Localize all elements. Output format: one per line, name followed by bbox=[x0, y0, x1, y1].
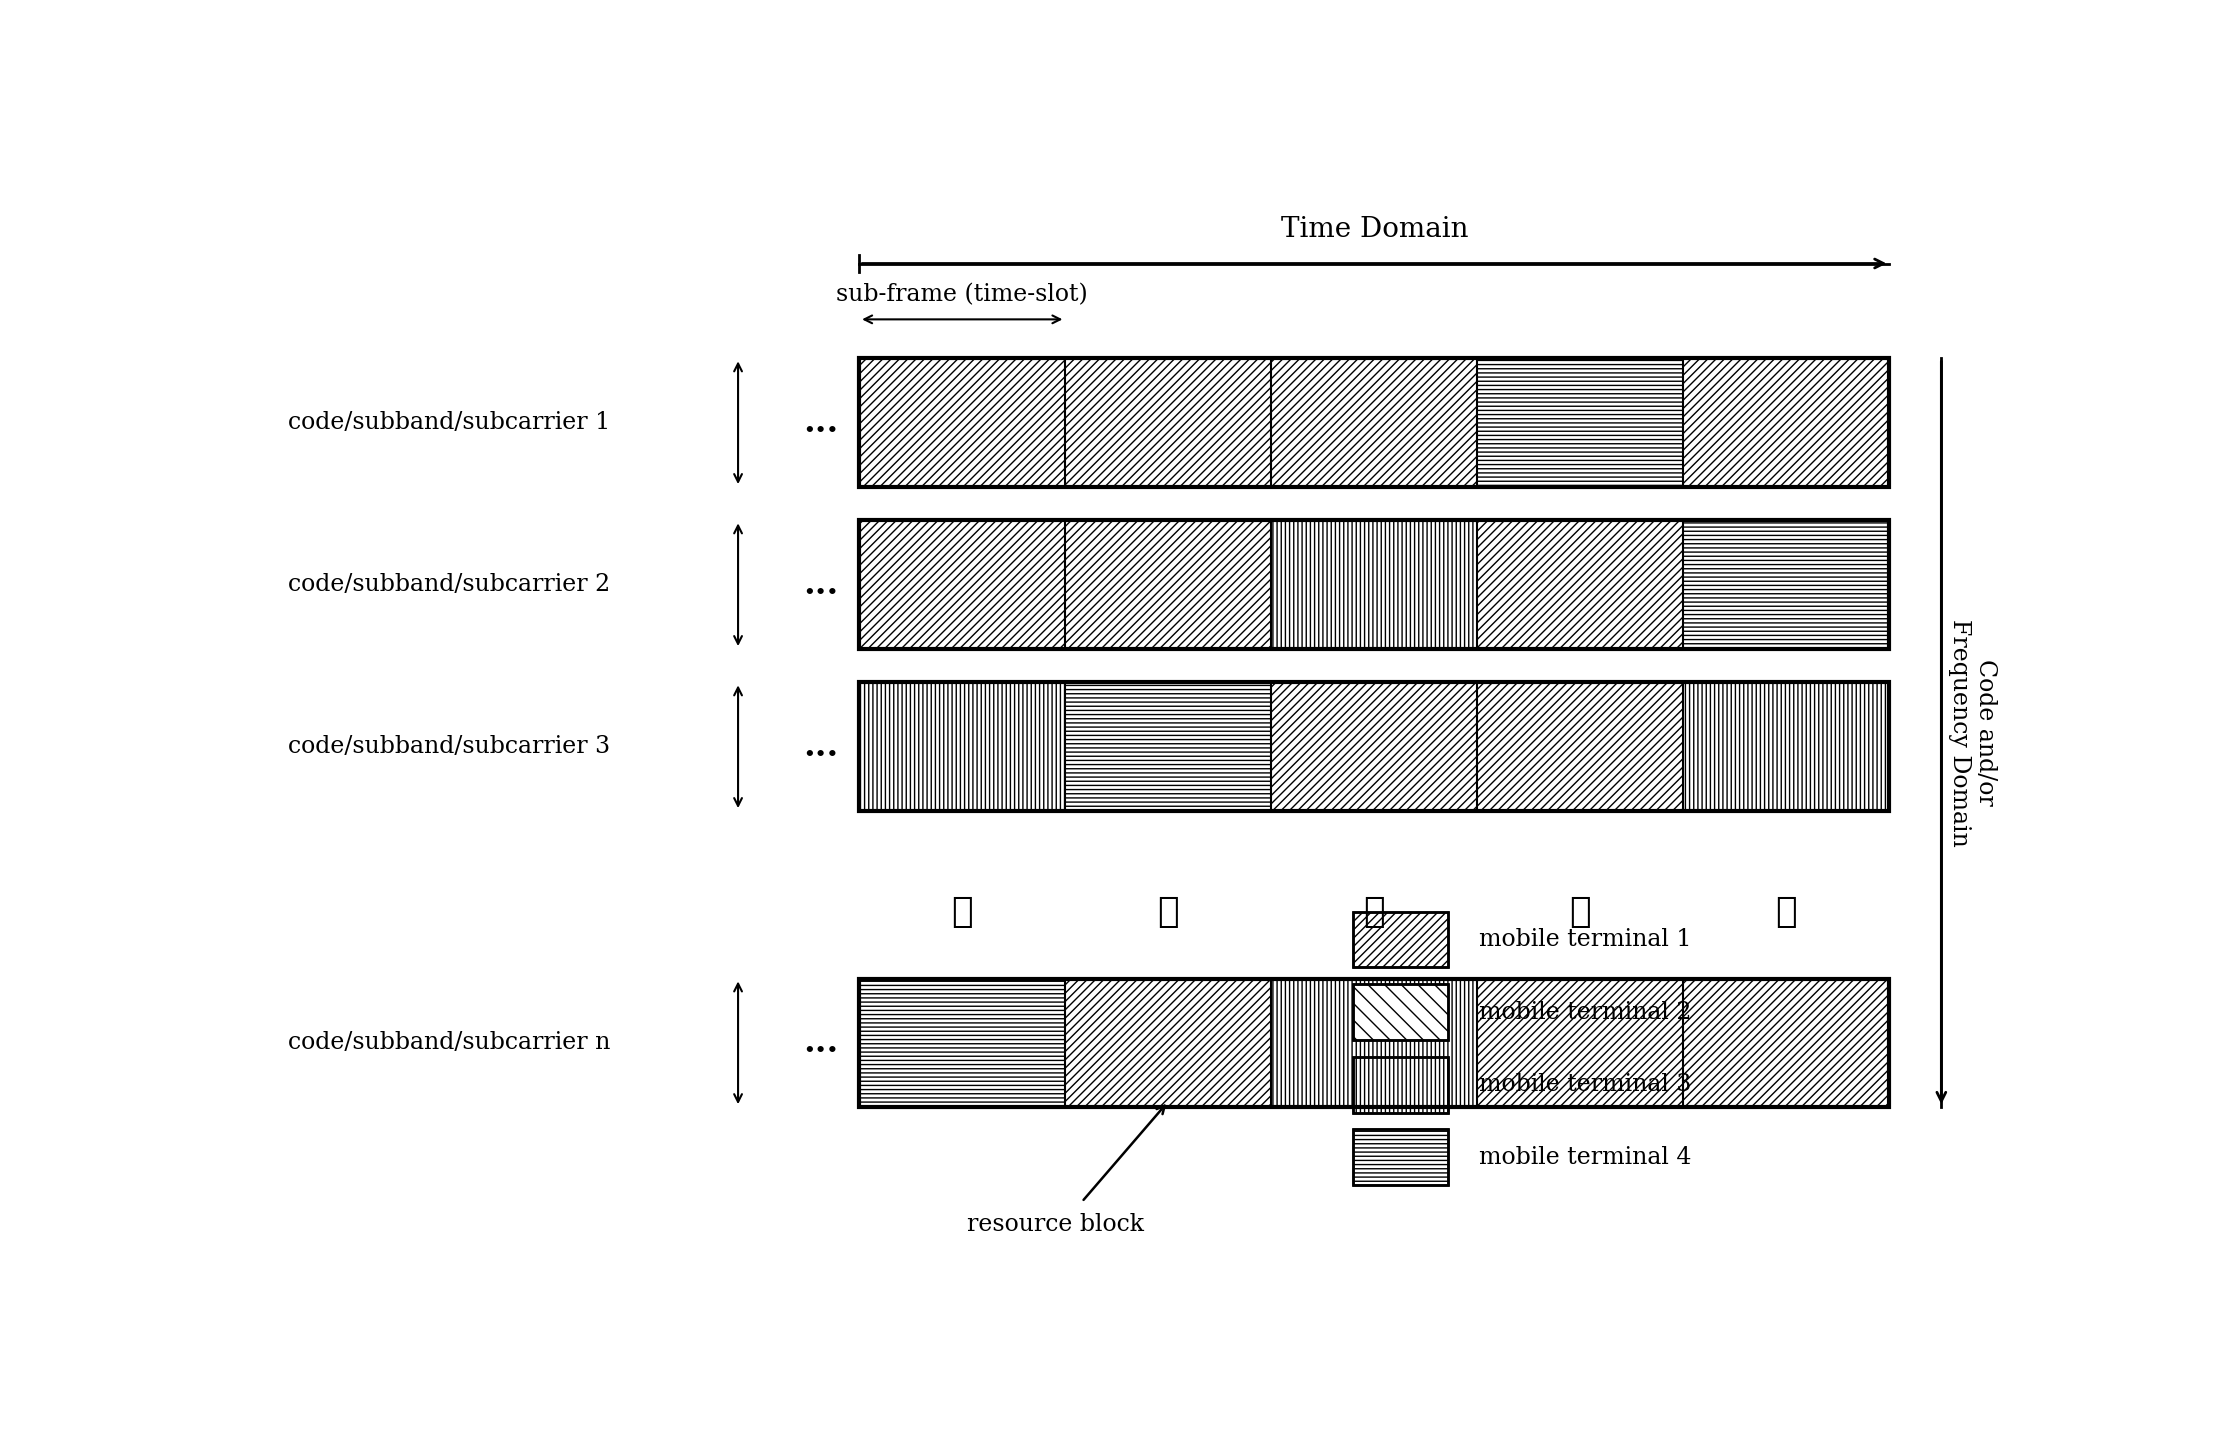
Text: code/subband/subcarrier n: code/subband/subcarrier n bbox=[288, 1032, 610, 1055]
Bar bbox=[1354, 984, 1448, 1040]
Bar bbox=[1066, 358, 1271, 488]
Text: ...: ... bbox=[804, 406, 838, 440]
Bar bbox=[1354, 911, 1448, 968]
Bar bbox=[860, 521, 1066, 649]
Text: ⋮: ⋮ bbox=[952, 894, 974, 929]
Bar bbox=[860, 682, 1066, 811]
Bar bbox=[1271, 358, 1477, 488]
Bar bbox=[1066, 682, 1271, 811]
Bar bbox=[1354, 1129, 1448, 1185]
Text: ...: ... bbox=[804, 730, 838, 763]
Text: ⋮: ⋮ bbox=[1363, 894, 1385, 929]
Text: mobile terminal 1: mobile terminal 1 bbox=[1479, 929, 1691, 950]
Bar bbox=[860, 358, 1066, 488]
Bar bbox=[1066, 521, 1271, 649]
Text: ⋮: ⋮ bbox=[1157, 894, 1180, 929]
Bar bbox=[1066, 978, 1271, 1107]
Text: mobile terminal 2: mobile terminal 2 bbox=[1479, 1001, 1691, 1023]
Text: code/subband/subcarrier 2: code/subband/subcarrier 2 bbox=[288, 573, 610, 596]
Bar bbox=[1477, 521, 1684, 649]
Bar bbox=[1354, 1129, 1448, 1185]
Bar bbox=[1271, 521, 1477, 649]
Bar bbox=[1684, 358, 1890, 488]
Text: mobile terminal 4: mobile terminal 4 bbox=[1479, 1146, 1691, 1170]
Bar bbox=[860, 358, 1890, 488]
Bar bbox=[1271, 978, 1477, 1107]
Text: resource block: resource block bbox=[967, 1213, 1144, 1236]
Bar bbox=[1354, 1056, 1448, 1113]
Bar bbox=[860, 682, 1890, 811]
Text: Code and/or
Frequency Domain: Code and/or Frequency Domain bbox=[1948, 620, 1997, 846]
Bar bbox=[860, 978, 1890, 1107]
Text: sub-frame (time-slot): sub-frame (time-slot) bbox=[836, 283, 1088, 306]
Bar bbox=[860, 521, 1890, 649]
Text: ⋮: ⋮ bbox=[1776, 894, 1796, 929]
Bar bbox=[1477, 682, 1684, 811]
Text: ...: ... bbox=[804, 569, 838, 601]
Bar bbox=[1684, 978, 1890, 1107]
Bar bbox=[1354, 1056, 1448, 1113]
Bar bbox=[1477, 358, 1684, 488]
Text: Time Domain: Time Domain bbox=[1280, 216, 1468, 244]
Bar bbox=[1354, 984, 1448, 1040]
Text: code/subband/subcarrier 3: code/subband/subcarrier 3 bbox=[288, 736, 610, 759]
Text: mobile terminal 3: mobile terminal 3 bbox=[1479, 1074, 1691, 1096]
Text: code/subband/subcarrier 1: code/subband/subcarrier 1 bbox=[288, 411, 610, 434]
Bar bbox=[1354, 911, 1448, 968]
Bar bbox=[1477, 978, 1684, 1107]
Text: ...: ... bbox=[804, 1026, 838, 1059]
Bar bbox=[1271, 682, 1477, 811]
Bar bbox=[860, 978, 1066, 1107]
Bar bbox=[1684, 521, 1890, 649]
Text: ⋮: ⋮ bbox=[1571, 894, 1591, 929]
Bar bbox=[1684, 682, 1890, 811]
